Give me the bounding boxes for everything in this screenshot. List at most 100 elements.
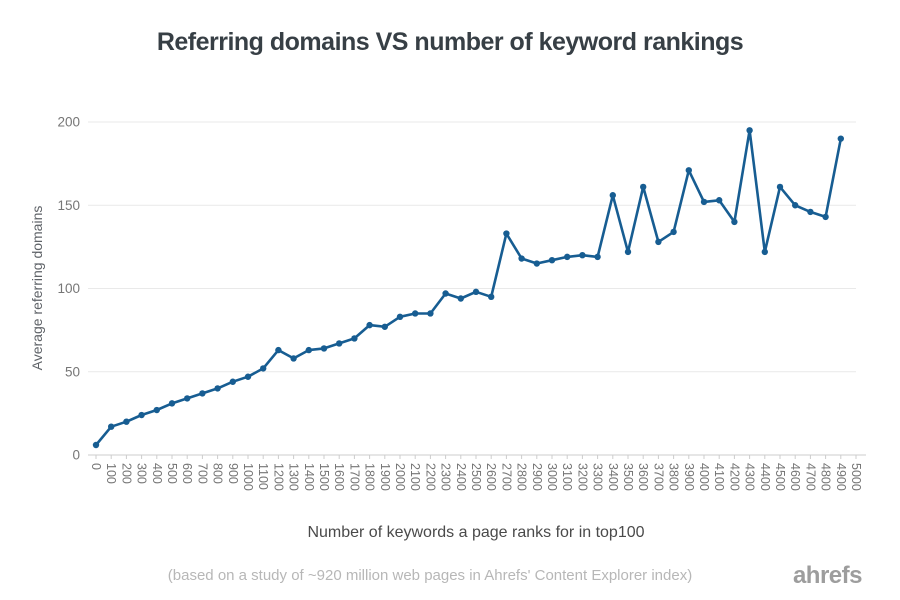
data-point xyxy=(427,310,434,317)
x-tick-label: 3200 xyxy=(575,463,589,491)
x-tick-label: 2300 xyxy=(439,463,453,491)
y-tick-label: 100 xyxy=(57,281,80,296)
data-point xyxy=(564,253,571,261)
data-point xyxy=(746,127,753,134)
y-tick-label: 50 xyxy=(65,364,80,379)
x-tick-label: 3400 xyxy=(606,463,620,491)
x-tick-label: 2800 xyxy=(515,463,529,491)
x-tick-label: 3900 xyxy=(682,463,696,491)
ahrefs-logo: ahrefs xyxy=(792,562,863,589)
data-point xyxy=(670,228,677,236)
x-tick-label: 3600 xyxy=(636,463,650,491)
x-tick-label: 1200 xyxy=(271,463,285,491)
data-point xyxy=(92,441,100,449)
data-point xyxy=(305,346,312,354)
data-point xyxy=(761,248,768,256)
x-tick-label: 4400 xyxy=(758,463,772,491)
x-tick-label: 200 xyxy=(119,463,133,484)
x-tick-label: 2600 xyxy=(484,463,498,491)
x-tick-label: 3800 xyxy=(667,463,681,491)
x-tick-label: 4900 xyxy=(834,463,848,491)
x-tick-label: 1900 xyxy=(378,463,392,491)
x-tick-label: 4200 xyxy=(727,463,741,491)
x-tick-label: 2100 xyxy=(408,463,422,491)
x-tick-label: 300 xyxy=(135,463,149,484)
data-point xyxy=(351,335,358,342)
x-tick-label: 1500 xyxy=(317,463,331,491)
x-tick-label: 500 xyxy=(165,463,179,484)
y-axis-title: Average referring domains xyxy=(29,205,45,371)
x-tick-label: 1800 xyxy=(363,463,377,491)
data-point xyxy=(472,288,480,296)
data-point xyxy=(412,310,419,317)
data-point xyxy=(700,198,708,206)
x-tick-label: 3500 xyxy=(621,463,635,491)
x-tick-label: 2400 xyxy=(454,463,468,491)
x-tick-label: 3100 xyxy=(560,463,574,491)
data-point xyxy=(396,313,404,321)
data-point xyxy=(214,385,221,392)
data-point xyxy=(731,218,738,226)
data-point xyxy=(153,406,160,414)
x-tick-label: 4000 xyxy=(697,463,711,491)
data-point xyxy=(260,365,267,372)
data-point xyxy=(184,395,191,402)
x-tick-label: 900 xyxy=(226,463,240,484)
data-point xyxy=(275,346,282,354)
data-point xyxy=(685,167,692,174)
x-tick-label: 400 xyxy=(150,463,164,484)
x-tick-label: 3700 xyxy=(651,463,665,491)
data-point xyxy=(624,248,632,256)
x-tick-label: 4100 xyxy=(712,463,726,491)
study-footnote: (based on a study of ~920 million web pa… xyxy=(167,567,693,584)
data-point xyxy=(168,400,176,407)
data-point xyxy=(548,256,556,264)
data-point xyxy=(336,340,343,347)
data-point xyxy=(776,183,784,191)
x-tick-label: 2700 xyxy=(499,463,513,491)
data-point xyxy=(244,373,252,380)
data-point xyxy=(457,295,464,302)
data-point xyxy=(579,252,586,259)
data-point xyxy=(640,183,647,191)
data-point xyxy=(320,345,328,352)
x-tick-label: 4700 xyxy=(803,463,817,491)
x-tick-label: 4800 xyxy=(819,463,833,491)
x-tick-label: 2500 xyxy=(469,463,483,491)
x-tick-label: 0 xyxy=(89,463,103,470)
x-axis-title: Number of keywords a page ranks for in t… xyxy=(307,524,645,541)
data-point xyxy=(442,290,449,297)
data-point xyxy=(609,192,616,199)
data-point xyxy=(138,411,145,419)
x-tick-label: 1100 xyxy=(256,463,270,490)
x-tick-label: 1600 xyxy=(332,463,346,491)
x-tick-label: 2000 xyxy=(393,463,407,491)
data-point xyxy=(837,135,844,142)
data-point xyxy=(290,355,297,362)
data-point xyxy=(366,321,373,329)
x-tick-label: 3000 xyxy=(545,463,559,491)
x-tick-label: 4600 xyxy=(788,463,802,491)
x-tick-label: 2900 xyxy=(530,463,544,491)
x-tick-label: 4500 xyxy=(773,463,787,491)
data-point xyxy=(807,208,814,216)
x-tick-label: 700 xyxy=(195,463,209,484)
data-point xyxy=(488,293,495,301)
data-point xyxy=(716,197,723,204)
data-point xyxy=(594,253,601,261)
data-point xyxy=(792,202,799,209)
x-tick-label: 1400 xyxy=(302,463,316,491)
data-point xyxy=(199,390,206,397)
data-point xyxy=(822,213,829,221)
y-tick-label: 200 xyxy=(57,115,80,130)
data-point xyxy=(503,230,510,237)
x-tick-label: 600 xyxy=(180,463,194,484)
data-line xyxy=(94,129,843,447)
data-point xyxy=(108,423,115,430)
data-point xyxy=(655,238,662,246)
x-tick-label: 1000 xyxy=(241,463,255,491)
data-point xyxy=(229,378,236,385)
data-point xyxy=(518,255,525,262)
